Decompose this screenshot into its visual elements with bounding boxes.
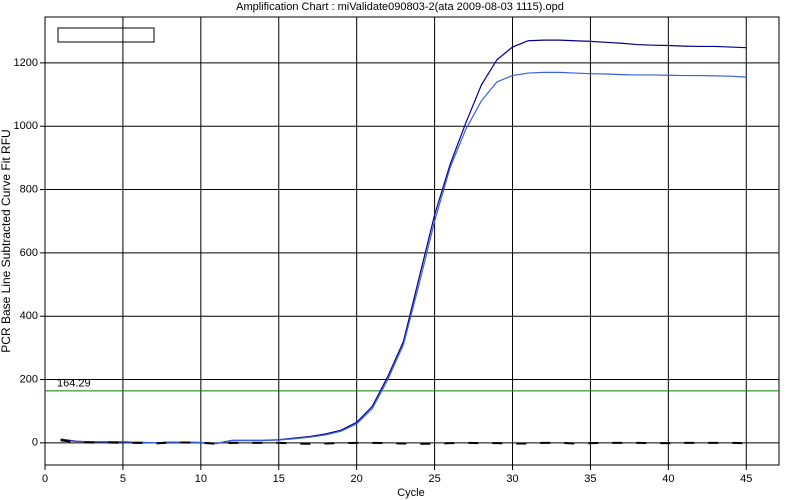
x-tick-label: 45 <box>740 473 752 485</box>
x-tick-label: 25 <box>428 473 440 485</box>
threshold-label: 164.29 <box>57 378 91 390</box>
plot-area <box>44 16 780 466</box>
y-tick-label: 1200 <box>14 57 38 69</box>
data-line <box>60 439 747 445</box>
x-tick-label: 40 <box>662 473 674 485</box>
x-tick-label: 0 <box>42 473 48 485</box>
y-tick-label: 1000 <box>14 120 38 132</box>
y-tick-label: 600 <box>20 247 38 259</box>
x-tick-label: 10 <box>195 473 207 485</box>
x-tick-label: 20 <box>351 473 363 485</box>
chart-title: Amplification Chart : miValidate090803-2… <box>236 1 564 13</box>
y-tick-label: 0 <box>32 437 38 449</box>
y-tick-label: 800 <box>20 183 38 195</box>
data-line <box>60 71 747 445</box>
y-tick-label: 400 <box>20 310 38 322</box>
y-axis-label: PCR Base Line Subtracted Curve Fit RFU <box>0 129 13 352</box>
x-tick-label: 5 <box>120 473 126 485</box>
x-axis-label: Cycle <box>397 487 425 499</box>
x-tick-label: 35 <box>584 473 596 485</box>
x-tick-label: 30 <box>506 473 518 485</box>
legend-box <box>57 27 155 43</box>
y-tick-label: 200 <box>20 373 38 385</box>
x-tick-label: 15 <box>273 473 285 485</box>
